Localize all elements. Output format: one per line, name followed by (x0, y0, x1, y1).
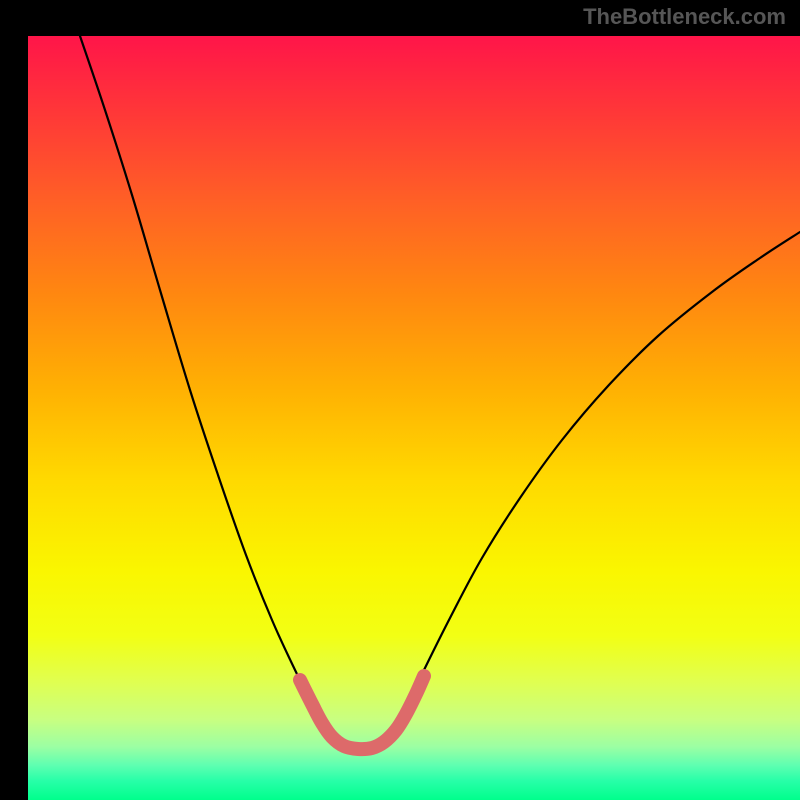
chart-frame: TheBottleneck.com (0, 0, 800, 800)
plot-area (28, 36, 800, 800)
plot-border-left (0, 0, 28, 800)
watermark-text: TheBottleneck.com (583, 4, 786, 30)
